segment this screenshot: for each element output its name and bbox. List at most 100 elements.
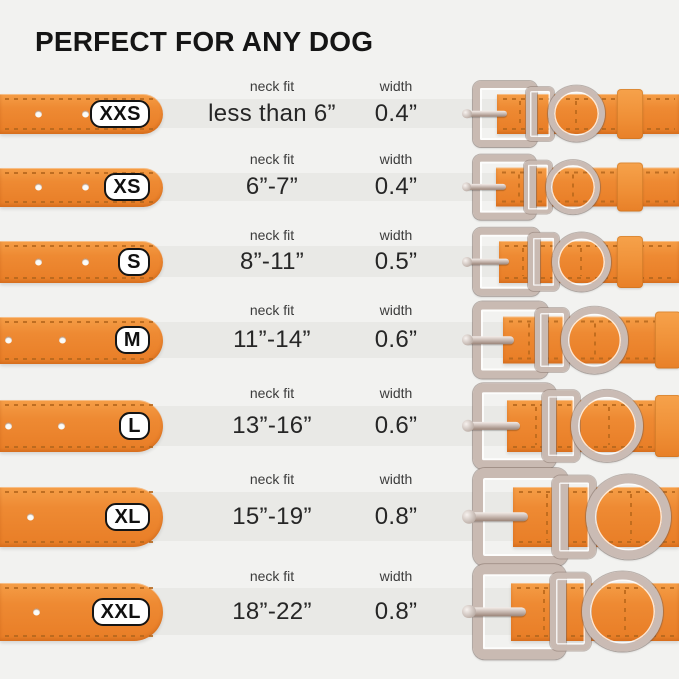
width-column-label: width — [379, 471, 413, 487]
d-ring-icon — [561, 306, 628, 374]
buckle-pin-icon — [465, 258, 510, 265]
d-ring-icon — [570, 389, 643, 463]
collar-strap-left-graphic: XS — [0, 167, 163, 207]
d-ring-icon — [546, 160, 600, 214]
collar-hole-dot — [5, 422, 12, 430]
buckle-pin-head-icon — [462, 509, 477, 524]
collar-hole-dot — [82, 183, 89, 191]
collar-hole-dot — [33, 608, 40, 615]
stitch-detail — [5, 634, 154, 637]
neck-fit-column-label: neck fit — [249, 151, 295, 167]
width-value: 0.4” — [374, 100, 418, 127]
size-row: neck fit width 15”-19” 0.8” XL — [0, 467, 679, 566]
size-row: neck fit width 6”-7” 0.4” XS — [0, 151, 679, 220]
collar-strap-left-graphic: XXL — [0, 582, 163, 641]
size-badge: M — [114, 326, 150, 354]
stitch-detail — [528, 323, 531, 357]
collar-hole-dot — [27, 513, 34, 520]
neck-fit-value: 18”-22” — [232, 598, 312, 625]
width-value: 0.6” — [374, 412, 418, 439]
buckle-pin-icon — [465, 606, 526, 617]
width-column-label: width — [379, 568, 413, 584]
stitch-detail — [519, 100, 521, 127]
stitch-detail — [5, 586, 154, 589]
width-value: 0.8” — [374, 598, 418, 625]
collar-strap-left-graphic: XL — [0, 486, 163, 547]
stitch-detail — [5, 200, 154, 203]
stitch-detail — [5, 446, 154, 448]
width-value: 0.6” — [374, 326, 418, 353]
neck-fit-column-label: neck fit — [249, 227, 295, 243]
width-column-label: width — [379, 385, 413, 401]
stitch-detail — [5, 97, 154, 100]
size-row: neck fit width less than 6” 0.4” XXS — [0, 78, 679, 147]
stitch-detail — [521, 247, 524, 276]
buckle-pin-head-icon — [462, 604, 476, 619]
size-row: neck fit width 8”-11” 0.5” S — [0, 227, 679, 296]
size-badge: L — [119, 412, 150, 440]
fabric-keeper-graphic — [655, 311, 679, 369]
neck-fit-value: 6”-7” — [245, 173, 299, 200]
size-row: neck fit width 13”-16” 0.6” L — [0, 383, 679, 469]
stitch-detail — [5, 490, 154, 493]
fabric-keeper-graphic — [617, 162, 643, 212]
neck-fit-value: less than 6” — [208, 100, 336, 127]
collar-strap-left-graphic: M — [0, 316, 163, 364]
collar-hole-dot — [58, 422, 65, 430]
neck-fit-column-label: neck fit — [249, 385, 295, 401]
width-column-label: width — [379, 227, 413, 243]
stitch-detail — [5, 171, 154, 174]
width-column-label: width — [379, 151, 413, 167]
collar-hole-dot — [59, 336, 66, 344]
d-ring-icon — [582, 571, 663, 652]
neck-fit-value: 8”-11” — [239, 248, 305, 275]
page-title: PERFECT FOR ANY DOG — [35, 26, 374, 57]
size-badge: XXL — [91, 597, 150, 626]
buckle-pin-icon — [465, 183, 506, 191]
buckle-pin-icon — [465, 336, 515, 344]
collar-hole-dot — [5, 336, 12, 344]
size-badge: S — [118, 247, 150, 276]
size-row: neck fit width 18”-22” 0.8” XXL — [0, 563, 679, 660]
buckle-pin-head-icon — [462, 334, 474, 346]
collar-hole-dot — [35, 110, 42, 117]
buckle-pin-icon — [465, 511, 528, 522]
collar-hole-dot — [35, 258, 42, 265]
stitch-detail — [5, 127, 154, 130]
width-column-label: width — [379, 78, 413, 94]
neck-fit-column-label: neck fit — [249, 568, 295, 584]
neck-fit-value: 15”-19” — [232, 503, 312, 530]
stitch-detail — [5, 320, 154, 323]
fabric-keeper-graphic — [655, 395, 679, 457]
d-ring-icon — [551, 231, 611, 292]
neck-fit-column-label: neck fit — [249, 78, 295, 94]
stitch-detail — [5, 244, 154, 247]
collar-strap-left-graphic: XXS — [0, 93, 163, 134]
neck-fit-value: 11”-14” — [233, 326, 311, 353]
stitch-detail — [517, 174, 520, 200]
collar-hole-dot — [82, 110, 89, 117]
buckle-pin-icon — [465, 421, 520, 431]
size-row: neck fit width 11”-14” 0.6” M — [0, 301, 679, 379]
size-badge: XS — [104, 173, 150, 201]
d-ring-icon — [585, 473, 671, 560]
width-column-label: width — [379, 302, 413, 318]
fabric-keeper-graphic — [617, 235, 643, 288]
stitch-detail — [5, 276, 154, 279]
width-value: 0.5” — [374, 248, 418, 275]
collar-hole-dot — [35, 183, 42, 191]
buckle-pin-head-icon — [462, 256, 473, 267]
collar-strap-left-graphic: L — [0, 400, 163, 452]
buckle-pin-head-icon — [462, 419, 475, 433]
buckle-pin-head-icon — [462, 108, 472, 119]
neck-fit-column-label: neck fit — [249, 302, 295, 318]
buckle-pin-icon — [465, 110, 507, 117]
size-badge: XL — [105, 502, 150, 531]
buckle-pin-head-icon — [462, 182, 472, 192]
stitch-detail — [5, 404, 154, 406]
stitch-detail — [5, 540, 154, 543]
stitch-detail — [535, 407, 538, 445]
stitch-detail — [5, 357, 154, 360]
neck-fit-value: 13”-16” — [232, 412, 312, 439]
